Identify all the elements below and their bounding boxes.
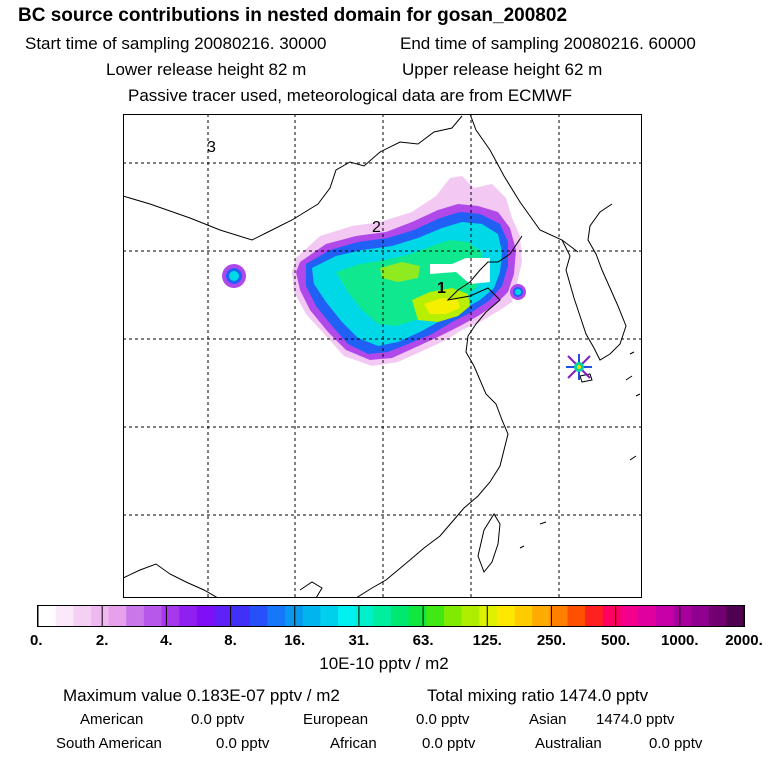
colorbar-swatch: [638, 606, 657, 626]
colorbar-tick-label: 16.: [284, 632, 305, 649]
colorbar-swatch: [108, 606, 127, 626]
plume-lime-north: [380, 262, 420, 282]
colorbar: [38, 606, 745, 626]
colorbar-swatch: [161, 606, 180, 626]
small-islands: [519, 351, 641, 549]
australian-name: Australian: [535, 735, 602, 752]
colorbar-swatch: [443, 606, 463, 626]
south-american-value: 0.0 pptv: [216, 735, 270, 752]
coastlines: [123, 114, 641, 598]
colorbar-swatch: [38, 606, 57, 626]
european-name: European: [303, 711, 369, 728]
australian-value: 0.0 pptv: [649, 735, 703, 752]
total-mixing-label: Total mixing ratio 1474.0 pptv: [427, 686, 649, 705]
colorbar-swatch: [691, 606, 710, 626]
marker-2: 2: [372, 219, 381, 236]
colorbar-swatch: [514, 606, 533, 626]
colorbar-swatch: [673, 606, 692, 626]
colorbar-swatch: [408, 606, 427, 626]
colorbar-swatch: [355, 606, 374, 626]
plume-yellow: [424, 298, 460, 314]
south-american-name: South American: [56, 735, 162, 752]
colorbar-swatch: [73, 606, 92, 626]
colorbar-tick-label: 0.: [30, 632, 43, 649]
colorbar-swatch: [338, 606, 357, 626]
african-value: 0.0 pptv: [422, 735, 476, 752]
mongolia-border: [123, 115, 463, 241]
colorbar-swatch: [391, 606, 410, 626]
colorbar-swatch: [90, 606, 110, 626]
colorbar-ticks: 0. 2. 4. 8. 16. 31. 63. 125. 250. 500. 1000. 2000.: [30, 606, 763, 649]
marker-1: 1: [437, 280, 446, 297]
african-name: African: [330, 735, 377, 752]
colorbar-swatch: [549, 606, 569, 626]
marker-3: 3: [207, 139, 216, 156]
colorbar-tick-label: 63.: [413, 632, 434, 649]
west-patch: [222, 264, 246, 288]
colorbar-swatch: [585, 606, 604, 626]
upper-release-label: Upper release height 62 m: [402, 60, 603, 79]
american-value: 0.0 pptv: [191, 711, 245, 728]
colorbar-tick-label: 1000.: [661, 632, 699, 649]
colorbar-swatch: [567, 606, 586, 626]
colorbar-tick-label: 2000.: [725, 632, 763, 649]
colorbar-swatch: [726, 606, 745, 626]
colorbar-swatch: [232, 606, 251, 626]
max-value-label: Maximum value 0.183E-07 pptv / m2: [63, 686, 340, 705]
colorbar-tick-label: 500.: [601, 632, 630, 649]
colorbar-swatch: [214, 606, 233, 626]
taiwan-outline: [477, 513, 501, 573]
colorbar-swatch: [249, 606, 269, 626]
colorbar-swatch: [532, 606, 551, 626]
colorbar-unit-label: 10E-10 pptv / m2: [319, 654, 449, 673]
colorbar-swatch: [655, 606, 674, 626]
map-grid: [123, 114, 642, 598]
colorbar-swatch: [196, 606, 216, 626]
tracer-label: Passive tracer used, meteorological data…: [128, 86, 573, 105]
hainan-outline: [299, 581, 323, 598]
colorbar-tick-label: 8.: [224, 632, 237, 649]
colorbar-swatch: [179, 606, 198, 626]
receptor-star-icon: [566, 354, 592, 380]
korea-coast: [561, 203, 627, 361]
colorbar-swatch: [496, 606, 516, 626]
colorbar-swatch: [55, 606, 74, 626]
manchuria-border: [469, 114, 579, 253]
china-coast: [355, 235, 523, 598]
page-title: BC source contributions in nested domain…: [18, 5, 568, 26]
colorbar-swatch: [708, 606, 727, 626]
colorbar-tick-label: 125.: [473, 632, 502, 649]
european-value: 0.0 pptv: [416, 711, 470, 728]
colorbar-tick-label: 4.: [160, 632, 173, 649]
colorbar-swatch: [461, 606, 480, 626]
start-time-label: Start time of sampling 20080216. 30000: [25, 34, 327, 53]
colorbar-swatch: [267, 606, 286, 626]
colorbar-swatch: [373, 606, 392, 626]
map-area: [123, 114, 641, 598]
colorbar-tick-label: 31.: [348, 632, 369, 649]
end-time-label: End time of sampling 20080216. 60000: [400, 34, 696, 53]
concentration-plume: [222, 176, 526, 366]
colorbar-swatch: [302, 606, 321, 626]
colorbar-swatch: [126, 606, 145, 626]
colorbar-swatch: [426, 606, 445, 626]
colorbar-swatch: [479, 606, 498, 626]
colorbar-swatch: [143, 606, 163, 626]
east-patch: [510, 284, 526, 300]
colorbar-tick-label: 250.: [537, 632, 566, 649]
southwest-border: [123, 563, 219, 598]
colorbar-tick-label: 2.: [96, 632, 109, 649]
colorbar-swatch: [320, 606, 339, 626]
map-frame: [123, 114, 642, 598]
lower-release-label: Lower release height 82 m: [106, 60, 307, 79]
american-name: American: [80, 711, 144, 728]
colorbar-swatch: [620, 606, 639, 626]
asian-value: 1474.0 pptv: [596, 711, 675, 728]
asian-name: Asian: [529, 711, 567, 728]
plume-gap: [430, 258, 490, 284]
colorbar-swatch: [602, 606, 622, 626]
colorbar-swatch: [285, 606, 304, 626]
